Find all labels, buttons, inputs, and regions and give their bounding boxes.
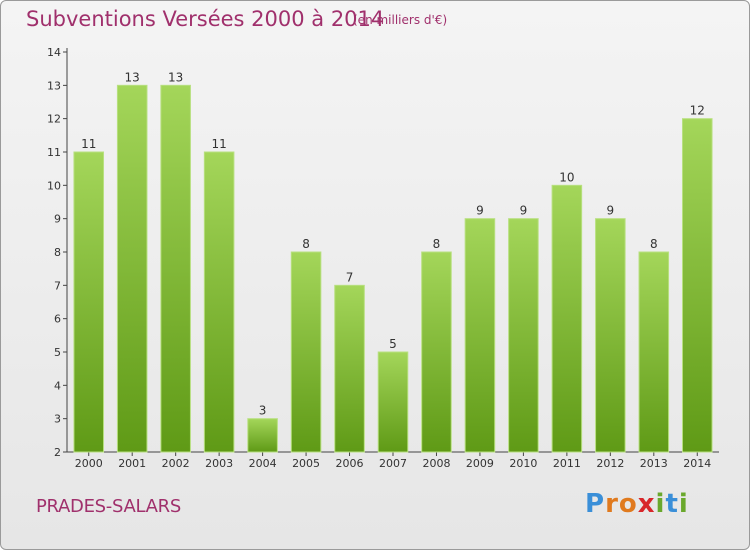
- data-label-2005: 8: [302, 237, 310, 251]
- y-axis: 2 3 4 5 6 7 8 9 10 11 12 13 14: [47, 46, 68, 459]
- bar-2004: [247, 418, 278, 453]
- y-tick-label: 7: [54, 279, 61, 292]
- data-label-2006: 7: [346, 270, 354, 284]
- bar-2006: [334, 284, 365, 453]
- logo-letter: o: [618, 489, 638, 519]
- x-tick-label-2012: 2012: [596, 457, 624, 470]
- data-label-2003: 11: [211, 137, 226, 151]
- bar-2001: [116, 84, 148, 453]
- y-tick-label: 6: [54, 313, 61, 326]
- logo-letter: r: [605, 489, 619, 519]
- y-tick-label: 5: [54, 346, 61, 359]
- x-tick-label-2003: 2003: [205, 457, 233, 470]
- bar-2003: [203, 151, 235, 453]
- y-tick-label: 4: [54, 379, 61, 392]
- data-label-2014: 12: [690, 104, 705, 118]
- y-tick-label: 13: [47, 79, 61, 92]
- logo-letter: i: [678, 489, 689, 519]
- x-tick-label-2000: 2000: [75, 457, 103, 470]
- y-tick-label: 2: [54, 446, 61, 459]
- data-label-2008: 8: [433, 237, 441, 251]
- bar-2007: [377, 351, 409, 453]
- data-label-2013: 8: [650, 237, 658, 251]
- y-tick-label: 10: [47, 179, 61, 192]
- bar-2008: [421, 251, 452, 453]
- x-tick-label-2010: 2010: [509, 457, 537, 470]
- data-label-2002: 13: [168, 70, 183, 84]
- x-tick-label-2001: 2001: [118, 457, 146, 470]
- bar-2000: [73, 151, 105, 453]
- x-tick-label-2002: 2002: [162, 457, 190, 470]
- data-label-2010: 9: [520, 204, 528, 218]
- x-tick-label-2006: 2006: [336, 457, 364, 470]
- bar-2005: [290, 251, 322, 453]
- x-tick-label-2008: 2008: [422, 457, 450, 470]
- y-tick-label: 3: [54, 413, 61, 426]
- data-label-2009: 9: [476, 204, 484, 218]
- x-axis: 2000 2001 2002 2003 2004 2005 2006 2007 2008 2009…: [67, 451, 719, 470]
- x-tick-label-2009: 2009: [466, 457, 494, 470]
- bar-2011: [551, 184, 583, 453]
- bar-2013: [638, 251, 670, 453]
- bar-2002: [160, 84, 191, 453]
- x-tick-label-2014: 2014: [683, 457, 711, 470]
- bar-2010: [508, 218, 539, 453]
- logo-letter: t: [665, 489, 679, 519]
- y-tick-label: 11: [47, 146, 61, 159]
- chart-title: Subventions Versées 2000 à 2014: [26, 7, 385, 31]
- logo-letter: i: [655, 489, 666, 519]
- bar-2012: [595, 218, 626, 453]
- logo-letter: x: [637, 489, 656, 519]
- x-tick-label-2011: 2011: [553, 457, 581, 470]
- x-tick-label-2013: 2013: [640, 457, 668, 470]
- data-label-2012: 9: [607, 204, 615, 218]
- x-tick-label-2005: 2005: [292, 457, 320, 470]
- data-label-2001: 13: [125, 70, 140, 84]
- y-tick-label: 12: [47, 113, 61, 126]
- unit-note: (en milliers d'€): [353, 13, 448, 27]
- proxiti-logo: Proxiti: [585, 489, 689, 519]
- bar-2014: [681, 118, 713, 453]
- y-tick-label: 9: [54, 213, 61, 226]
- data-label-2000: 11: [81, 137, 96, 151]
- y-tick-label: 14: [47, 46, 61, 59]
- x-tick-label-2004: 2004: [249, 457, 277, 470]
- bars: 11 13 13 11 3 8 7 5 8 9 9 10 9 8 12: [73, 70, 713, 453]
- data-label-2011: 10: [559, 170, 574, 184]
- y-tick-label: 8: [54, 246, 61, 259]
- data-label-2004: 3: [259, 404, 267, 418]
- logo-letter: P: [585, 489, 606, 519]
- bar-2009: [464, 218, 496, 453]
- x-tick-label-2007: 2007: [379, 457, 407, 470]
- place-name: PRADES-SALARS: [36, 496, 181, 517]
- data-label-2007: 5: [389, 337, 397, 351]
